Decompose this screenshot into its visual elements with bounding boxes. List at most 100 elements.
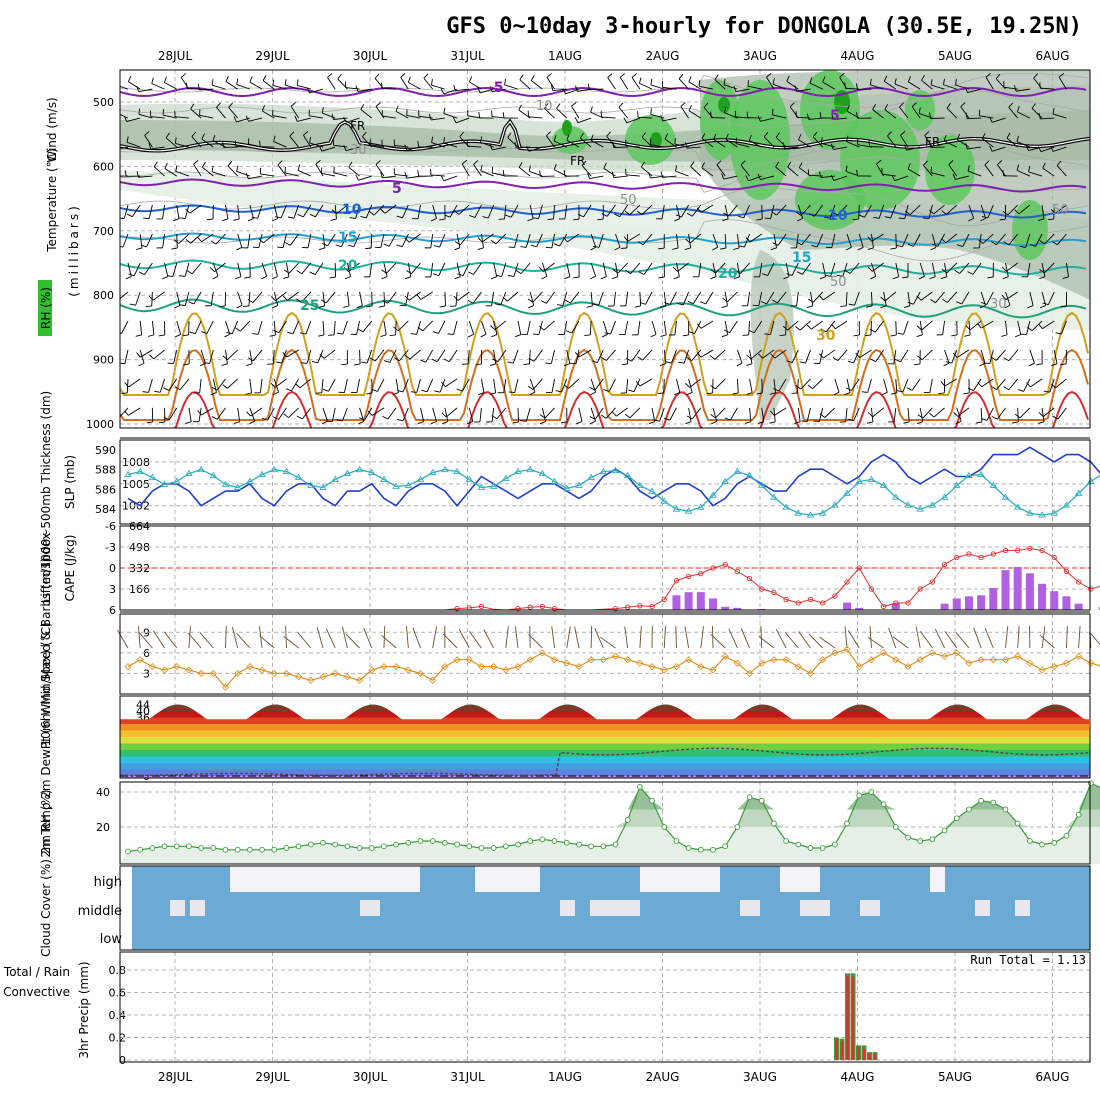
- wind-barb-flag: [382, 415, 388, 420]
- wind-barb: [846, 233, 852, 248]
- cape-bar: [1062, 596, 1071, 610]
- wind-barb-flag: [638, 271, 645, 275]
- wind-barb: [343, 378, 348, 393]
- wind-barb-flag: [478, 111, 481, 119]
- wind-barb-flag: [235, 276, 242, 280]
- wind-barb-flag: [394, 357, 400, 362]
- pressure-tick: 700: [93, 225, 114, 238]
- wind10m-marker: [989, 656, 997, 664]
- thickness-marker: [794, 509, 803, 516]
- wind10m-barb: [712, 625, 714, 649]
- wind-barb: [189, 204, 202, 214]
- wind10m-marker: [465, 656, 473, 664]
- wind-barb: [550, 349, 556, 364]
- wind-barb: [225, 349, 228, 364]
- wind-barb: [698, 262, 702, 277]
- wind-barb-flag: [165, 132, 170, 139]
- thickness-marker: [550, 477, 559, 484]
- thickness-marker: [343, 469, 352, 477]
- wind-barb-flag: [433, 245, 440, 248]
- wind-barb-flag: [1001, 334, 1008, 337]
- wind10m-barb: [944, 631, 958, 649]
- wind-barb: [797, 407, 801, 422]
- wind-barb-flag: [710, 384, 716, 390]
- wind-barb-flag: [696, 352, 702, 358]
- wind-barb: [907, 168, 921, 177]
- wind-barb: [578, 407, 583, 422]
- wind-barb-flag: [696, 323, 702, 329]
- wind-barb-flag: [356, 305, 363, 309]
- wind-barb-flag: [564, 363, 571, 367]
- wind10m-barb: [283, 635, 299, 649]
- wind-barb: [128, 378, 141, 388]
- wind-barb-flag: [700, 301, 706, 305]
- rh2m-marker: [381, 843, 387, 850]
- wind-barb-flag: [581, 160, 587, 166]
- wind-barb: [459, 233, 470, 246]
- wind-barb-flag: [301, 362, 308, 364]
- wind-barb: [822, 262, 827, 277]
- wind-barb: [138, 88, 153, 93]
- wind-barb: [845, 407, 848, 422]
- wind10m-marker: [538, 649, 546, 657]
- thickness-marker: [294, 473, 303, 481]
- wind-barb-flag: [443, 137, 445, 144]
- wind-barb: [594, 407, 604, 420]
- wind-barb-flag: [123, 115, 128, 122]
- rh2m-marker: [1027, 838, 1033, 844]
- wind-barb: [946, 204, 958, 215]
- wind-barb: [853, 349, 860, 363]
- wind-barb: [716, 164, 726, 177]
- upper-air-contour-labels: -5 5 5 10 10 15 15 20 20 25 30 10 30 50 …: [300, 80, 1069, 344]
- wind10m-marker: [599, 656, 607, 664]
- thickness-marker: [757, 481, 766, 488]
- wind-barb: [348, 262, 360, 272]
- wind-barb-flag: [315, 159, 321, 165]
- wind-barb: [383, 262, 388, 277]
- wind-barb: [753, 320, 763, 333]
- wind-barb-flag: [674, 218, 681, 222]
- wind-barb: [812, 378, 824, 389]
- wind10m-barb: [710, 634, 726, 649]
- wind10m-marker: [331, 669, 339, 677]
- wind-barb: [944, 378, 957, 387]
- wind-barb: [884, 291, 897, 302]
- wind-barb-flag: [861, 391, 868, 393]
- wind-barb: [858, 205, 860, 220]
- wind-barb: [387, 407, 397, 420]
- wind-barb: [911, 106, 921, 119]
- wind-barb-flag: [890, 247, 897, 250]
- temp-contour-label: 25: [300, 298, 319, 314]
- wind-barb: [692, 291, 702, 305]
- wind-barb: [823, 349, 836, 359]
- wind-barb: [948, 164, 958, 177]
- wind-barb: [375, 164, 385, 177]
- wind-barb-flag: [930, 299, 936, 304]
- wind-barb: [249, 349, 253, 364]
- date-label: 6AUG: [1036, 1070, 1070, 1084]
- wind-barb: [401, 233, 409, 247]
- wind-barb: [1008, 349, 1019, 362]
- wind-barb: [906, 146, 921, 151]
- wind-barb-flag: [539, 414, 546, 419]
- thickness-marker: [1001, 493, 1010, 500]
- wind-barb: [968, 320, 971, 335]
- rh-contour-label: 30: [350, 143, 367, 158]
- temp-contour-label: 5: [392, 181, 402, 197]
- wind-barb-flag: [590, 134, 594, 141]
- wind-barb-flag: [872, 104, 876, 110]
- wind-barb: [201, 233, 214, 243]
- cape-li-labels: Lifted Index CAPE (J/kg): [39, 533, 77, 604]
- wind-barb: [802, 262, 811, 275]
- wind-barb: [645, 291, 653, 305]
- wind-barb-flag: [285, 388, 292, 392]
- wind-barb-flag: [383, 360, 390, 363]
- rh-legend-swatch: [38, 280, 52, 336]
- wind-barb: [237, 233, 243, 248]
- wind-barb-flag: [269, 334, 276, 337]
- wind-barb: [358, 175, 372, 181]
- wind-barb-flag: [407, 76, 411, 83]
- wind-barb: [642, 233, 653, 246]
- wind-barb: [249, 378, 252, 393]
- wind10m-barb: [342, 626, 348, 649]
